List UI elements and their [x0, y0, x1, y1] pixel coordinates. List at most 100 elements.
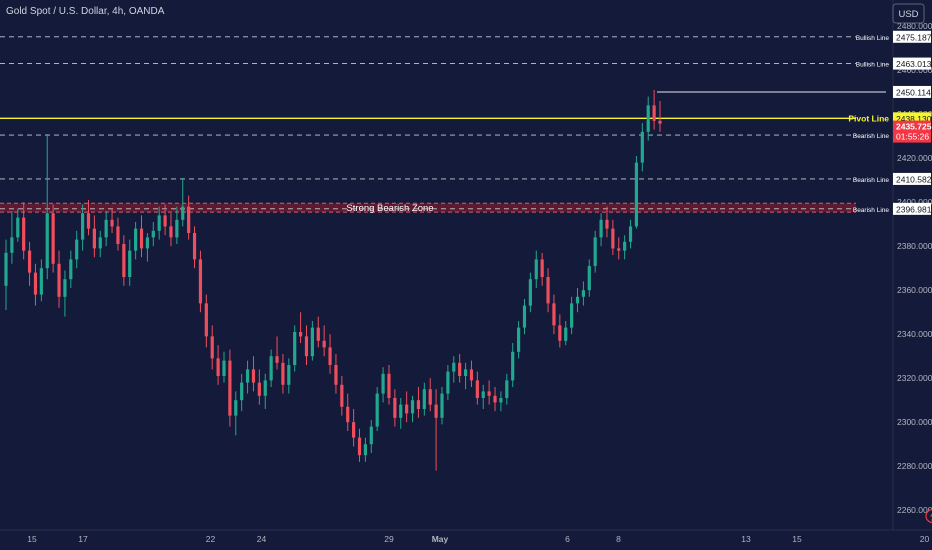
- candle-body[interactable]: [363, 444, 368, 456]
- candle-body[interactable]: [640, 131, 644, 163]
- candle-body[interactable]: [128, 250, 132, 277]
- candle-body[interactable]: [505, 380, 509, 398]
- candle-body[interactable]: [387, 373, 391, 398]
- candle-body[interactable]: [646, 105, 650, 132]
- candle-body[interactable]: [175, 219, 179, 238]
- candle-body[interactable]: [275, 356, 279, 363]
- candle-body[interactable]: [251, 369, 256, 383]
- candle-body[interactable]: [269, 356, 273, 381]
- candle-body[interactable]: [528, 279, 532, 306]
- candle-body[interactable]: [234, 400, 238, 416]
- candle-body[interactable]: [257, 382, 261, 396]
- candle-body[interactable]: [63, 279, 67, 297]
- candle-body[interactable]: [428, 389, 432, 405]
- candle-body[interactable]: [163, 215, 167, 227]
- candle-body[interactable]: [33, 272, 38, 295]
- candle-body[interactable]: [334, 365, 338, 385]
- candle-body[interactable]: [169, 226, 173, 238]
- candle-body[interactable]: [293, 332, 297, 365]
- candle-body[interactable]: [499, 398, 503, 403]
- strong-bearish-zone[interactable]: [0, 203, 856, 213]
- candle-body[interactable]: [181, 206, 185, 220]
- candle-body[interactable]: [86, 213, 91, 229]
- candle-body[interactable]: [10, 237, 14, 253]
- candle-body[interactable]: [245, 369, 250, 383]
- candle-body[interactable]: [134, 228, 138, 251]
- candle-body[interactable]: [51, 213, 55, 264]
- candle-body[interactable]: [481, 391, 485, 398]
- candle-body[interactable]: [151, 230, 155, 238]
- candle-body[interactable]: [410, 400, 415, 414]
- candle-body[interactable]: [522, 305, 527, 328]
- candle-body[interactable]: [157, 215, 161, 231]
- candle-body[interactable]: [116, 226, 120, 244]
- candle-body[interactable]: [216, 358, 220, 376]
- candle-body[interactable]: [139, 228, 144, 249]
- candle-body[interactable]: [658, 120, 662, 124]
- candle-body[interactable]: [375, 393, 379, 427]
- candle-body[interactable]: [304, 336, 309, 357]
- candle-body[interactable]: [204, 303, 208, 337]
- candle-body[interactable]: [463, 369, 468, 376]
- candle-body[interactable]: [405, 404, 409, 414]
- candle-body[interactable]: [187, 206, 191, 233]
- candle-body[interactable]: [552, 303, 556, 326]
- candle-body[interactable]: [652, 105, 656, 121]
- candle-body[interactable]: [281, 362, 285, 385]
- candle-body[interactable]: [446, 371, 450, 394]
- candle-body[interactable]: [222, 360, 226, 376]
- candle-body[interactable]: [458, 362, 462, 376]
- candle-body[interactable]: [575, 296, 580, 304]
- candle-body[interactable]: [381, 373, 385, 394]
- candle-body[interactable]: [570, 303, 574, 328]
- candle-body[interactable]: [4, 252, 8, 286]
- candle-body[interactable]: [80, 213, 85, 240]
- candle-body[interactable]: [493, 395, 497, 403]
- candle-body[interactable]: [393, 398, 397, 418]
- candle-body[interactable]: [263, 380, 267, 396]
- candle-body[interactable]: [322, 340, 326, 348]
- candle-body[interactable]: [534, 259, 538, 280]
- candle-body[interactable]: [210, 336, 214, 359]
- candle-body[interactable]: [475, 380, 479, 398]
- candle-body[interactable]: [39, 268, 43, 295]
- candle-body[interactable]: [92, 228, 96, 249]
- candle-body[interactable]: [369, 426, 373, 445]
- candle-body[interactable]: [511, 351, 515, 381]
- candle-body[interactable]: [22, 217, 26, 251]
- candle-body[interactable]: [75, 239, 79, 260]
- candle-body[interactable]: [617, 248, 621, 251]
- candle-body[interactable]: [628, 226, 633, 242]
- candle-body[interactable]: [310, 327, 314, 357]
- candle-body[interactable]: [16, 217, 20, 238]
- candle-body[interactable]: [558, 325, 562, 341]
- candle-body[interactable]: [434, 404, 438, 418]
- candle-body[interactable]: [357, 437, 362, 456]
- candle-body[interactable]: [593, 237, 597, 266]
- candle-body[interactable]: [516, 327, 521, 352]
- candle-body[interactable]: [228, 360, 232, 416]
- candle-body[interactable]: [422, 389, 426, 409]
- candle-body[interactable]: [45, 213, 49, 269]
- candle-body[interactable]: [623, 241, 627, 251]
- candle-body[interactable]: [346, 406, 350, 423]
- candle-body[interactable]: [316, 327, 320, 341]
- candle-body[interactable]: [399, 404, 403, 418]
- candle-body[interactable]: [328, 347, 332, 365]
- candle-body[interactable]: [416, 400, 421, 409]
- candle-body[interactable]: [564, 327, 568, 341]
- candle-body[interactable]: [340, 384, 344, 407]
- candle-body[interactable]: [145, 237, 150, 249]
- candle-body[interactable]: [599, 219, 603, 238]
- candle-body[interactable]: [98, 237, 102, 249]
- candle-body[interactable]: [122, 244, 126, 277]
- candle-body[interactable]: [634, 162, 639, 227]
- candle-body[interactable]: [104, 219, 108, 238]
- candle-body[interactable]: [240, 382, 244, 401]
- candle-body[interactable]: [57, 263, 61, 297]
- candle-body[interactable]: [581, 290, 586, 297]
- candle-body[interactable]: [192, 233, 197, 260]
- candle-body[interactable]: [440, 393, 444, 418]
- currency-button[interactable]: [892, 3, 925, 24]
